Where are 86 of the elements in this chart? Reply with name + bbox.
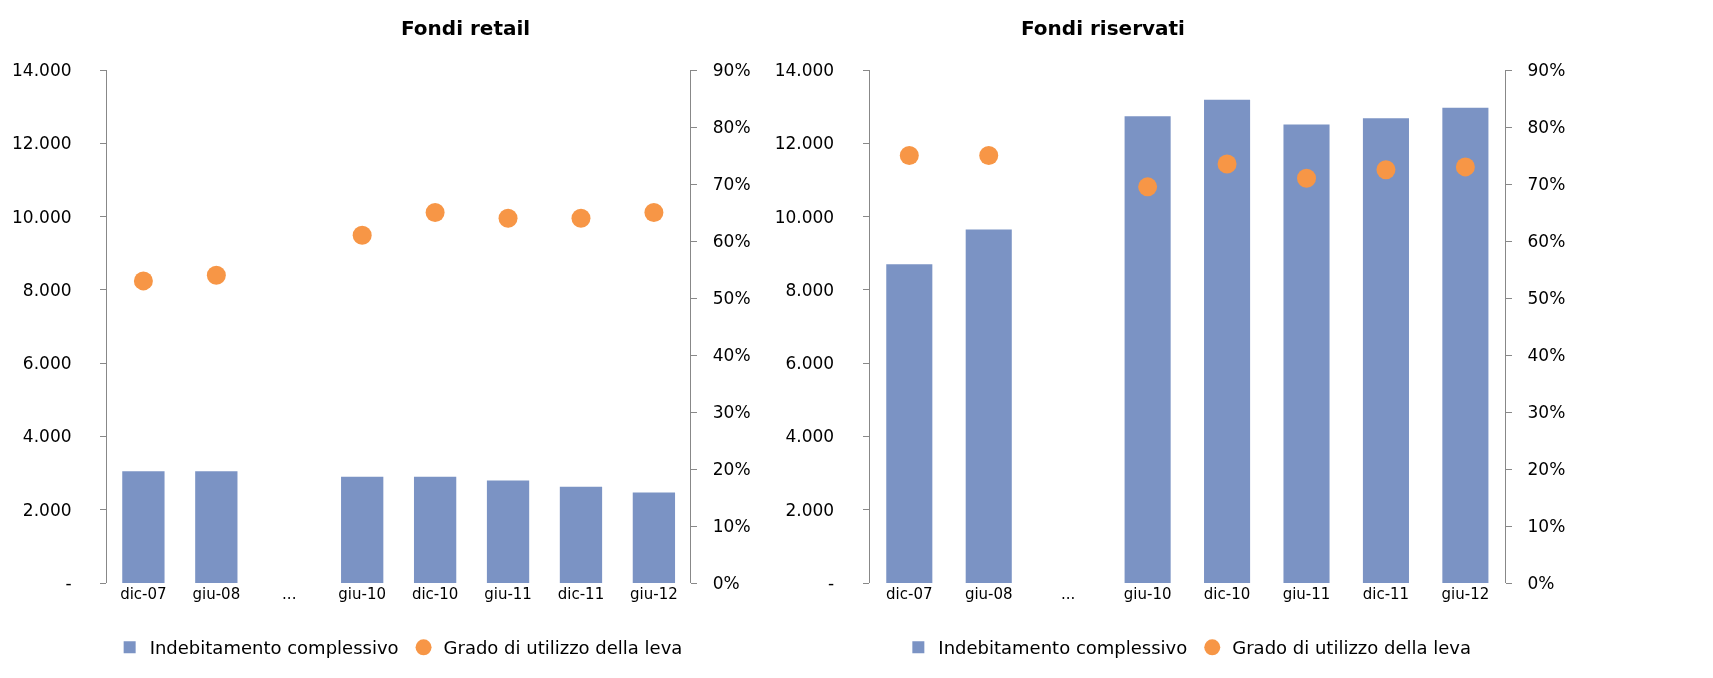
point	[899, 146, 919, 165]
y2-tick-label: 60%	[1527, 230, 1566, 251]
x-tick-label: dic-10	[411, 585, 459, 603]
bar	[1362, 118, 1409, 583]
point	[571, 208, 591, 228]
y2-tick-label: 50%	[712, 287, 751, 308]
y-tick-label: 8.000	[785, 279, 835, 300]
bar	[122, 471, 165, 583]
point	[979, 146, 999, 165]
x-tick-label: dic-10	[1203, 585, 1251, 603]
x-tick-label: ...	[282, 585, 297, 603]
point	[133, 271, 153, 291]
x-tick-label: dic-07	[886, 585, 933, 603]
bar	[632, 492, 676, 583]
y2-tick-label: 70%	[1527, 173, 1566, 194]
y2-tick-label: 70%	[712, 173, 751, 194]
x-tick-label: giu-08	[964, 585, 1013, 603]
x-tick-label: giu-12	[630, 585, 678, 603]
y2-tick-label: 90%	[1527, 59, 1566, 80]
y2-tick-label: 50%	[1527, 287, 1566, 308]
y-tick-label: 14.000	[12, 59, 72, 80]
y-tick-label: 8.000	[22, 279, 72, 300]
bar	[965, 229, 1012, 583]
y2-tick-label: 20%	[1527, 458, 1566, 479]
y2-tick-label: 90%	[712, 59, 751, 80]
y-tick-label: 6.000	[22, 353, 72, 374]
y-tick-label: 2.000	[785, 499, 835, 520]
y-tick-label: 14.000	[774, 59, 835, 80]
y2-tick-label: 0%	[712, 572, 740, 593]
point	[1376, 160, 1396, 180]
chart-title: Fondi retail	[401, 16, 531, 40]
legend-label: Indebitamento complessivo	[938, 637, 1188, 659]
point	[1217, 154, 1237, 174]
point	[498, 208, 518, 228]
y2-tick-label: 80%	[712, 116, 751, 137]
y-tick-label: 4.000	[22, 426, 72, 447]
y-tick-label: 10.000	[12, 206, 72, 227]
chart-title: Fondi riservati	[1021, 16, 1185, 40]
y-tick-label: 10.000	[774, 206, 835, 227]
y2-tick-label: 30%	[712, 401, 751, 422]
y2-tick-label: 40%	[712, 344, 751, 365]
bar	[1442, 107, 1489, 583]
bar	[1283, 124, 1330, 583]
point	[1455, 157, 1475, 177]
bar	[1124, 116, 1171, 583]
bar	[886, 264, 933, 583]
x-tick-label: giu-11	[484, 585, 532, 603]
point	[206, 265, 226, 285]
bar	[1204, 99, 1251, 583]
y2-tick-label: 80%	[1527, 116, 1566, 137]
bar	[559, 486, 603, 583]
y-tick-label: -	[828, 572, 835, 593]
bar	[413, 476, 457, 583]
point	[352, 225, 372, 245]
x-tick-label: giu-12	[1441, 585, 1490, 603]
y2-tick-label: 20%	[712, 458, 751, 479]
bar	[195, 471, 238, 583]
x-tick-label: dic-07	[120, 585, 167, 603]
y2-tick-label: 10%	[1527, 515, 1566, 536]
y-tick-label: 12.000	[774, 133, 835, 154]
x-tick-label: dic-11	[557, 585, 605, 603]
legend-label: Indebitamento complessivo	[149, 637, 399, 659]
x-tick-label: ...	[1061, 585, 1076, 603]
point	[1297, 168, 1317, 188]
y-tick-label: -	[65, 572, 72, 593]
x-tick-label: giu-11	[1282, 585, 1331, 603]
x-tick-label: giu-08	[192, 585, 241, 603]
y2-tick-label: 10%	[712, 515, 751, 536]
y-tick-label: 2.000	[22, 499, 72, 520]
x-tick-label: dic-11	[1362, 585, 1410, 603]
y2-tick-label: 60%	[712, 230, 751, 251]
y-tick-label: 6.000	[785, 353, 835, 374]
bar	[486, 480, 530, 583]
point	[1138, 177, 1158, 197]
y2-tick-label: 0%	[1527, 572, 1555, 593]
point	[644, 203, 664, 222]
legend-label: Grado di utilizzo della leva	[1232, 637, 1472, 659]
y-tick-label: 4.000	[785, 426, 835, 447]
legend-label: Grado di utilizzo della leva	[443, 637, 683, 659]
bar	[341, 476, 384, 583]
x-tick-label: giu-10	[338, 585, 387, 603]
y2-tick-label: 40%	[1527, 344, 1566, 365]
point	[425, 203, 445, 222]
y2-tick-label: 30%	[1527, 401, 1566, 422]
y-tick-label: 12.000	[12, 133, 72, 154]
x-tick-label: giu-10	[1123, 585, 1172, 603]
